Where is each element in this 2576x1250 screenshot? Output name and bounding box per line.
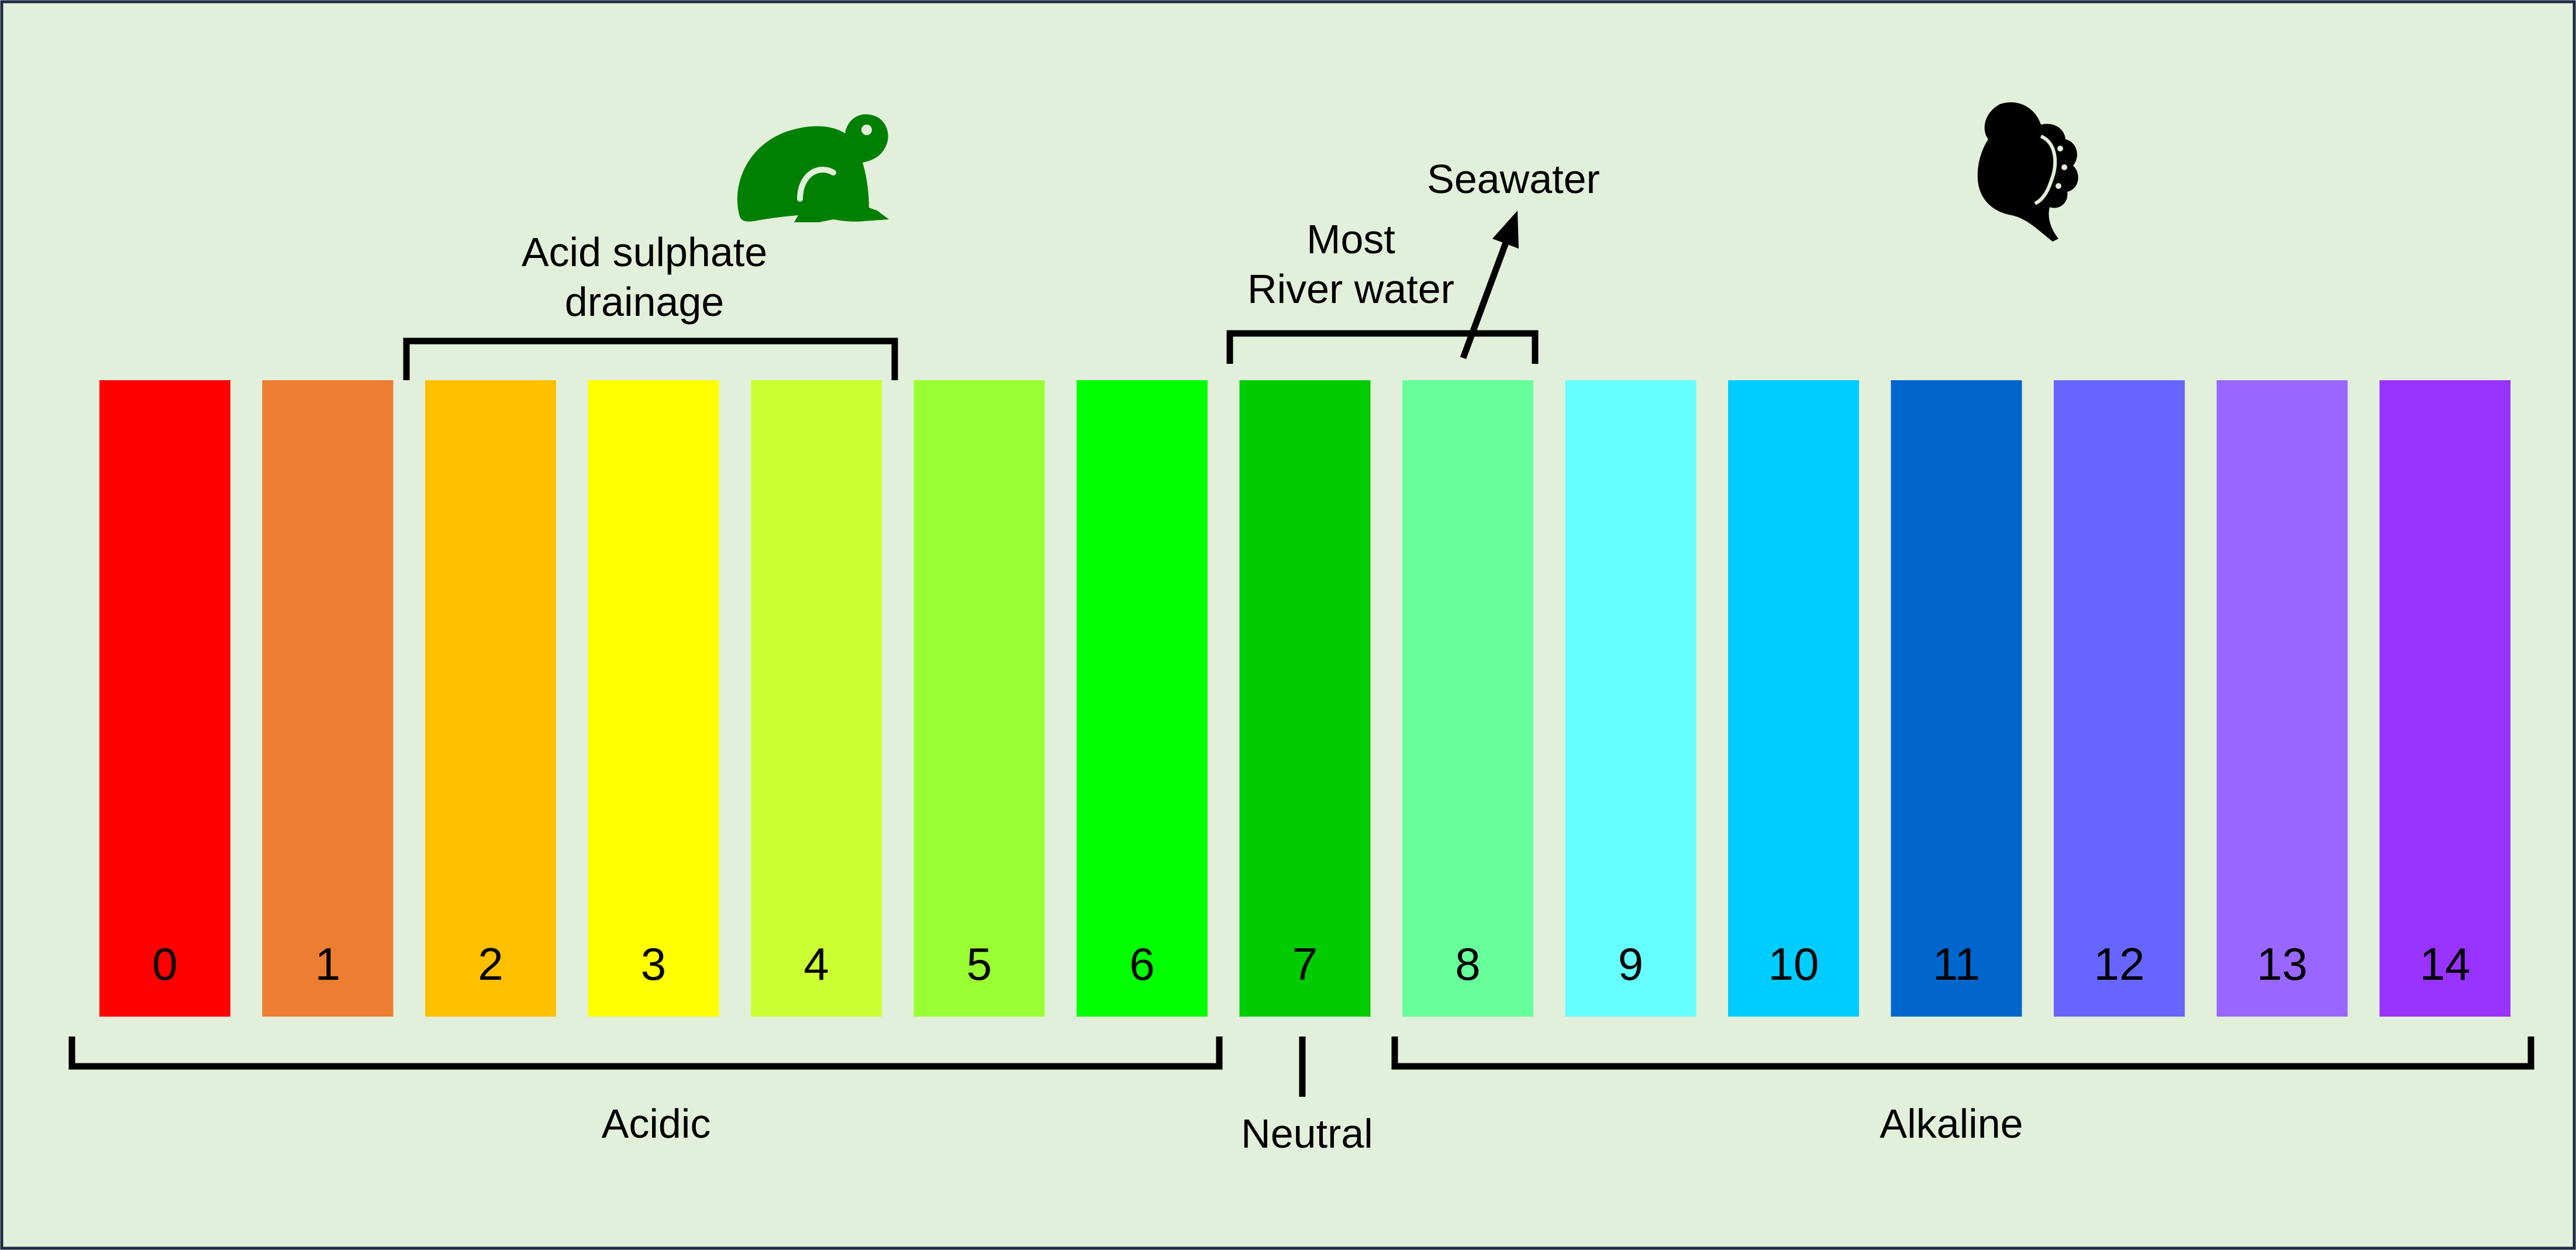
ph-bar-1 bbox=[262, 380, 394, 1017]
ph-bar-label-2: 2 bbox=[478, 938, 503, 990]
ph-bar-7 bbox=[1239, 380, 1371, 1017]
ph-bar-label-5: 5 bbox=[967, 938, 992, 990]
river-water-bracket bbox=[1226, 330, 1539, 364]
ph-bar-9 bbox=[1565, 380, 1696, 1017]
ph-bar-6 bbox=[1077, 380, 1208, 1017]
ph-bar-11 bbox=[1891, 380, 2022, 1017]
ph-bar-label-11: 11 bbox=[1933, 938, 1980, 990]
ph-bar-label-7: 7 bbox=[1292, 938, 1318, 990]
ph-bar-label-10: 10 bbox=[1768, 938, 1819, 990]
river-water-label-line2: River water bbox=[1247, 266, 1454, 312]
ph-bar-12 bbox=[2054, 380, 2185, 1017]
neutral-label: Neutral bbox=[1241, 1111, 1373, 1156]
alkaline-bracket bbox=[1391, 1036, 2534, 1070]
acidic-label: Acidic bbox=[602, 1101, 711, 1146]
ph-bar-10 bbox=[1728, 380, 1859, 1017]
ph-bar-4 bbox=[751, 380, 882, 1017]
shell-icon bbox=[1977, 102, 2078, 242]
ph-bar-5 bbox=[913, 380, 1045, 1017]
river-water-label-line1: Most bbox=[1306, 216, 1395, 262]
ph-bar-label-4: 4 bbox=[804, 938, 829, 990]
seawater-arrow-line bbox=[1460, 242, 1509, 359]
seawater-arrowhead bbox=[1492, 211, 1519, 249]
ph-bar-label-8: 8 bbox=[1455, 938, 1480, 990]
acid-sulphate-bracket bbox=[403, 338, 898, 380]
alkaline-label: Alkaline bbox=[1880, 1101, 2023, 1146]
acid-sulphate-label-line2: drainage bbox=[565, 279, 724, 325]
ph-bar-label-12: 12 bbox=[2094, 938, 2145, 990]
ph-bar-label-13: 13 bbox=[2257, 938, 2308, 990]
ph-bar-label-14: 14 bbox=[2420, 938, 2471, 990]
ph-bar-label-9: 9 bbox=[1618, 938, 1643, 990]
ph-bar-label-1: 1 bbox=[315, 938, 340, 990]
frog-icon bbox=[737, 114, 889, 222]
ph-bar-3 bbox=[588, 380, 719, 1017]
ph-bar-8 bbox=[1402, 380, 1533, 1017]
ph-bar-2 bbox=[425, 380, 556, 1017]
ph-bars: 0 1 2 3 4 5 6 7 8 9 10 11 12 13 14 bbox=[99, 380, 2511, 1017]
ph-bar-0 bbox=[99, 380, 230, 1017]
ph-bar-label-0: 0 bbox=[152, 938, 177, 990]
acidic-bracket bbox=[68, 1036, 1223, 1070]
ph-bar-13 bbox=[2216, 380, 2348, 1017]
acid-sulphate-label-line1: Acid sulphate bbox=[522, 229, 767, 275]
ph-bar-14 bbox=[2380, 380, 2511, 1017]
ph-bar-label-6: 6 bbox=[1129, 938, 1154, 990]
ph-bar-label-3: 3 bbox=[641, 938, 666, 990]
seawater-label: Seawater bbox=[1427, 156, 1600, 202]
